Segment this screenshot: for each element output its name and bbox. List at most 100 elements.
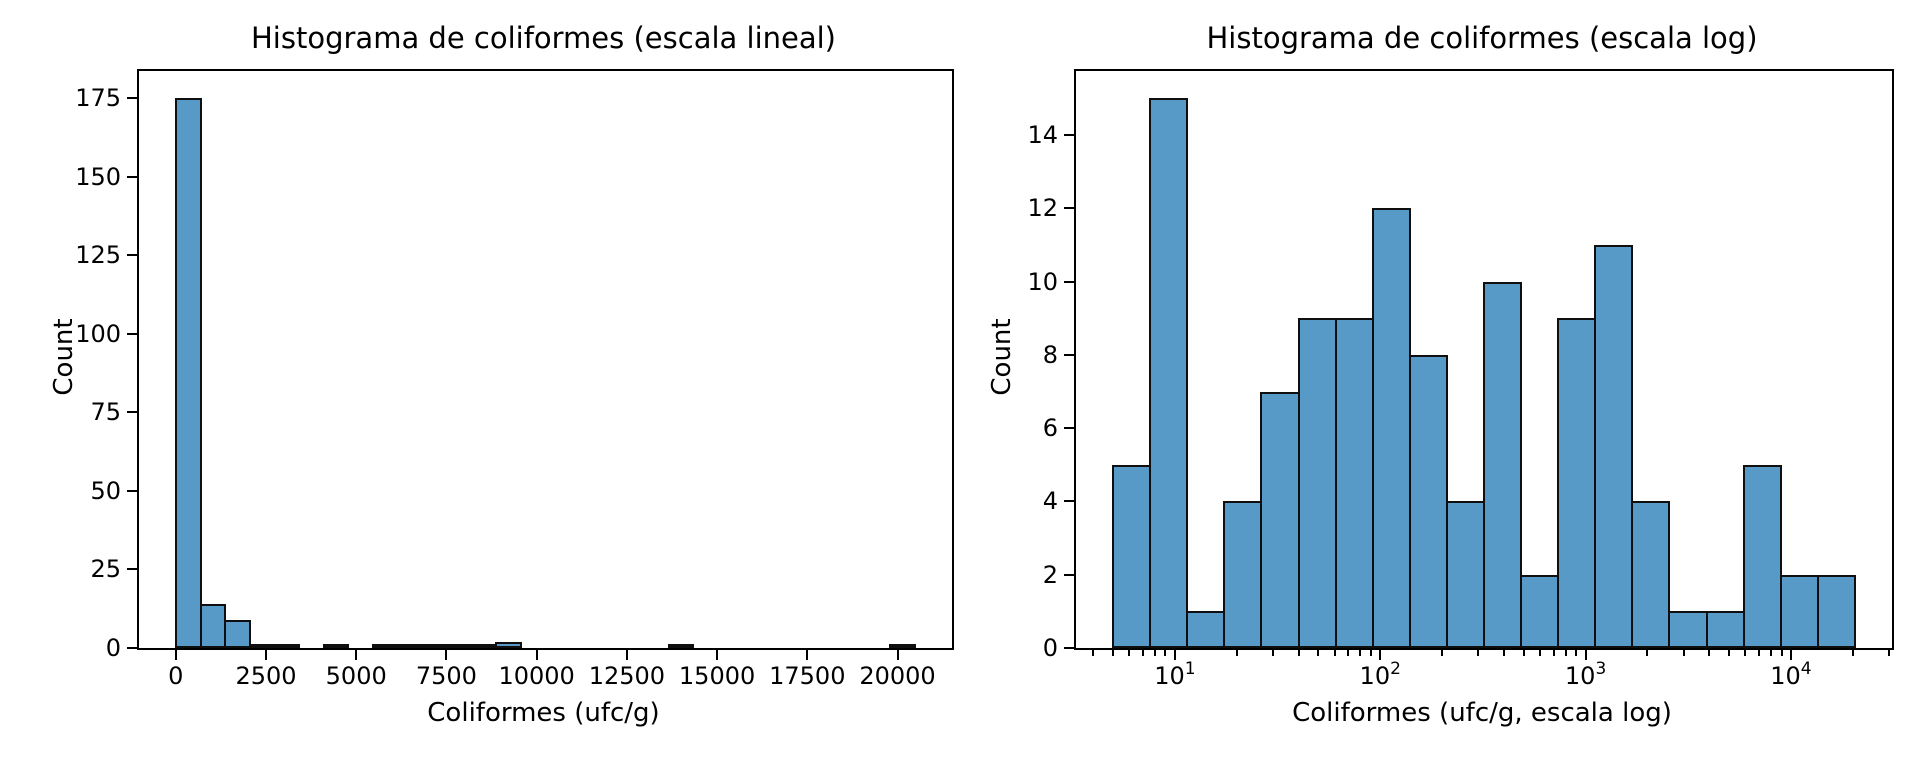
- x-tick: [896, 650, 899, 660]
- y-tick: [1064, 280, 1074, 283]
- histogram-bar: [1186, 611, 1226, 648]
- x-minor-tick: [1271, 650, 1274, 656]
- x-tick-exponent: 2: [1390, 659, 1401, 679]
- chart-title: Histograma de coliformes (escala lineal): [251, 21, 836, 55]
- x-tick: [716, 650, 719, 660]
- x-minor-tick: [1682, 650, 1685, 656]
- histogram-bar: [174, 98, 202, 648]
- y-tick-label: 10: [1027, 267, 1058, 296]
- y-tick: [127, 647, 137, 649]
- x-minor-tick: [1112, 650, 1115, 656]
- histogram-bar: [199, 604, 227, 648]
- x-tick-label: 2500: [235, 662, 297, 690]
- x-minor-tick: [1333, 650, 1336, 656]
- histogram-bar: [495, 641, 522, 648]
- y-tick: [127, 254, 137, 257]
- histogram-bar: [322, 644, 350, 648]
- x-minor-tick: [1780, 650, 1783, 656]
- y-tick: [127, 568, 137, 571]
- x-tick: [264, 650, 267, 660]
- histogram-bar: [1594, 245, 1634, 648]
- x-minor-tick: [1575, 650, 1578, 656]
- x-minor-tick: [1441, 650, 1444, 656]
- y-tick-label: 8: [1042, 340, 1058, 369]
- histogram-bar: [224, 619, 251, 648]
- x-minor-tick: [1851, 650, 1854, 656]
- y-tick: [127, 411, 137, 414]
- x-minor-tick: [1770, 650, 1773, 656]
- y-tick-label: 0: [1042, 634, 1058, 662]
- histogram-bar: [372, 644, 399, 648]
- x-tick: [355, 650, 358, 660]
- x-axis-label: Coliformes (ufc/g): [427, 698, 660, 728]
- y-tick-label: 14: [1027, 121, 1058, 150]
- x-tick-label: 102: [1359, 659, 1401, 690]
- x-tick-label: 104: [1770, 659, 1812, 690]
- x-tick-label: 101: [1154, 659, 1196, 690]
- x-tick-label: 103: [1564, 659, 1607, 690]
- x-minor-tick: [1092, 650, 1095, 656]
- y-tick: [1064, 134, 1074, 137]
- x-tick: [1173, 650, 1176, 660]
- x-tick-label: 5000: [325, 662, 387, 690]
- histogram-bar: [1631, 501, 1671, 648]
- x-minor-tick: [1708, 650, 1711, 656]
- y-tick-label: 6: [1042, 414, 1058, 443]
- y-tick-label: 0: [105, 634, 121, 662]
- histogram-bar: [1334, 318, 1374, 648]
- x-tick: [535, 650, 538, 660]
- x-minor-tick: [1128, 650, 1131, 656]
- plot-area: 0 2500 5000 7500 10000 12500 15000 17500 20000 0 2…: [75, 69, 954, 690]
- histogram-bar: [273, 644, 301, 648]
- x-tick-label: 15000: [678, 662, 756, 690]
- x-minor-tick: [1887, 650, 1890, 656]
- histogram-bar: [1668, 611, 1708, 648]
- y-tick-label: 4: [1042, 487, 1058, 516]
- x-minor-tick: [1369, 650, 1372, 656]
- histogram-bar: [889, 644, 917, 648]
- x-tick-label: 10000: [498, 662, 575, 690]
- x-tick-exponent: 3: [1595, 659, 1607, 679]
- y-tick-label: 2: [1042, 560, 1058, 589]
- y-tick-label: 25: [90, 555, 121, 584]
- histogram-bar: [421, 644, 448, 648]
- histogram-bar: [1557, 318, 1597, 648]
- x-minor-tick: [1539, 650, 1542, 656]
- histogram-bar: [1705, 611, 1745, 648]
- x-minor-tick: [1477, 650, 1480, 656]
- histogram-bar: [470, 644, 498, 648]
- x-minor-tick: [1142, 650, 1145, 656]
- y-tick-label: 100: [75, 319, 121, 348]
- x-minor-tick: [1502, 650, 1505, 656]
- y-tick-label: 12: [1027, 194, 1058, 223]
- y-tick: [1064, 353, 1074, 356]
- x-minor-tick: [1552, 650, 1555, 656]
- y-tick-label: 175: [75, 84, 121, 113]
- y-tick: [127, 332, 137, 335]
- histogram-bar: [1297, 318, 1337, 648]
- chart-title: Histograma de coliformes (escala log): [1206, 21, 1758, 55]
- histogram-bar: [1742, 464, 1782, 648]
- x-minor-tick: [1347, 650, 1350, 656]
- histogram-bar: [248, 644, 276, 648]
- histogram-bar: [1779, 574, 1819, 648]
- y-tick: [127, 489, 137, 492]
- histogram-bar: [1408, 354, 1448, 648]
- y-tick-label: 150: [75, 162, 121, 191]
- y-tick: [1064, 500, 1074, 503]
- x-minor-tick: [1164, 650, 1167, 656]
- y-tick: [127, 97, 137, 100]
- x-tick-label: 20000: [859, 662, 936, 690]
- x-minor-tick: [1297, 650, 1300, 656]
- x-minor-tick: [1744, 650, 1747, 656]
- histogram-bar: [1260, 391, 1300, 648]
- histogram-bar: [1816, 574, 1856, 648]
- histogram-bar: [1223, 501, 1263, 648]
- y-tick: [1064, 573, 1074, 576]
- x-minor-tick: [1522, 650, 1525, 656]
- x-minor-tick: [1235, 650, 1238, 656]
- x-tick: [1789, 650, 1792, 660]
- x-tick: [445, 650, 448, 660]
- histogram-bar: [1520, 574, 1560, 648]
